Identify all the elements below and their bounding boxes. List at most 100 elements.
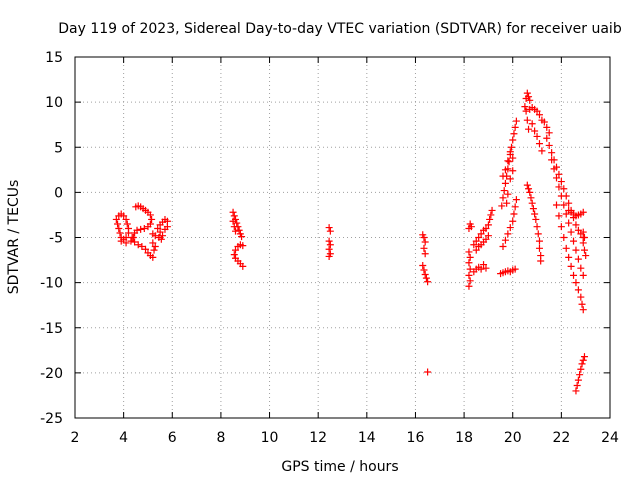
data-point [140, 224, 148, 232]
x-tick-label: 16 [407, 430, 425, 446]
axis-ticks [74, 56, 611, 419]
data-point [548, 156, 556, 164]
y-tick-label: 0 [54, 185, 63, 201]
data-point [142, 245, 150, 253]
data-point [238, 233, 246, 241]
data-point [577, 365, 585, 373]
x-axis-label: GPS time / hours [281, 459, 398, 475]
data-point [161, 225, 169, 233]
data-point [579, 356, 587, 364]
data-point [149, 253, 157, 261]
series-cluster-12h [325, 224, 334, 260]
x-tick-labels: 2 4 6 8 10 12 14 16 18 20 22 24 [71, 430, 619, 446]
series-cluster-16h [419, 231, 432, 286]
data-point [538, 147, 546, 155]
data-point [424, 278, 432, 286]
chart-title: Day 119 of 2023, Sidereal Day-to-day VTE… [58, 21, 622, 37]
data-point [580, 353, 588, 361]
data-point [555, 212, 563, 220]
data-point [509, 154, 517, 162]
data-point [567, 262, 575, 270]
data-point [579, 306, 587, 314]
data-point [574, 226, 582, 234]
data-point [553, 174, 560, 182]
data-point [114, 220, 122, 228]
data-point [525, 125, 533, 133]
data-point [572, 246, 580, 254]
data-point [570, 271, 578, 279]
data-point [528, 120, 536, 128]
series-rise-19h [498, 117, 520, 210]
data-point [487, 211, 495, 219]
data-point [557, 223, 565, 231]
data-point [233, 219, 241, 227]
data-point [325, 224, 333, 232]
data-point [498, 202, 506, 210]
series-tail-22h [572, 353, 588, 395]
data-point [567, 228, 575, 236]
data-point [572, 279, 580, 287]
data-point [508, 143, 516, 151]
data-point [235, 226, 243, 234]
data-point [521, 103, 529, 111]
data-point [470, 241, 478, 249]
data-point [148, 215, 156, 223]
data-point [465, 259, 473, 267]
data-point [510, 130, 518, 138]
data-point [486, 215, 494, 223]
data-point [419, 261, 427, 269]
data-point [482, 264, 490, 272]
data-point [503, 199, 511, 207]
data-point [325, 252, 333, 260]
data-point [475, 234, 483, 241]
x-tick-label: 22 [552, 430, 570, 446]
data-point [557, 192, 565, 200]
data-point [472, 237, 480, 245]
data-point [553, 201, 560, 209]
series-peak-20h [521, 89, 553, 155]
series-decay-21h-c [553, 201, 587, 314]
data-point [531, 210, 539, 218]
data-point [523, 181, 531, 189]
data-point [525, 185, 533, 193]
data-point [149, 239, 157, 247]
y-tick-label: -20 [40, 366, 63, 382]
data-point [579, 271, 587, 279]
data-point [579, 239, 587, 247]
data-point [151, 232, 159, 240]
data-point [117, 237, 125, 245]
y-tick-label: 5 [54, 140, 63, 156]
data-point [504, 230, 512, 238]
y-tick-label: -25 [40, 411, 63, 427]
y-axis-label: SDTVAR / TECUs [6, 180, 22, 295]
data-point [573, 382, 581, 390]
data-points [112, 89, 590, 395]
data-point [477, 230, 485, 238]
series-band-22h [565, 206, 590, 260]
data-point [123, 220, 131, 228]
data-point [230, 212, 238, 220]
data-point [466, 277, 474, 285]
data-point [488, 206, 496, 214]
x-tick-label: 4 [119, 430, 128, 446]
y-tick-label: -10 [40, 276, 63, 292]
data-point [239, 242, 247, 250]
data-point [545, 141, 553, 149]
data-point [501, 236, 509, 244]
data-point [528, 199, 536, 207]
data-point [125, 229, 132, 237]
data-point [150, 246, 158, 254]
x-tick-label: 24 [601, 430, 619, 446]
chart-grid [75, 57, 610, 418]
x-tick-label: 18 [455, 430, 473, 446]
series-cluster-04h-b [129, 202, 157, 261]
data-point [421, 238, 429, 246]
data-point [540, 118, 548, 126]
data-point [512, 196, 520, 204]
data-point [420, 266, 428, 274]
data-point [129, 234, 137, 241]
data-point [159, 232, 167, 240]
data-point [499, 194, 507, 202]
data-point [545, 129, 553, 137]
data-point [582, 252, 590, 260]
